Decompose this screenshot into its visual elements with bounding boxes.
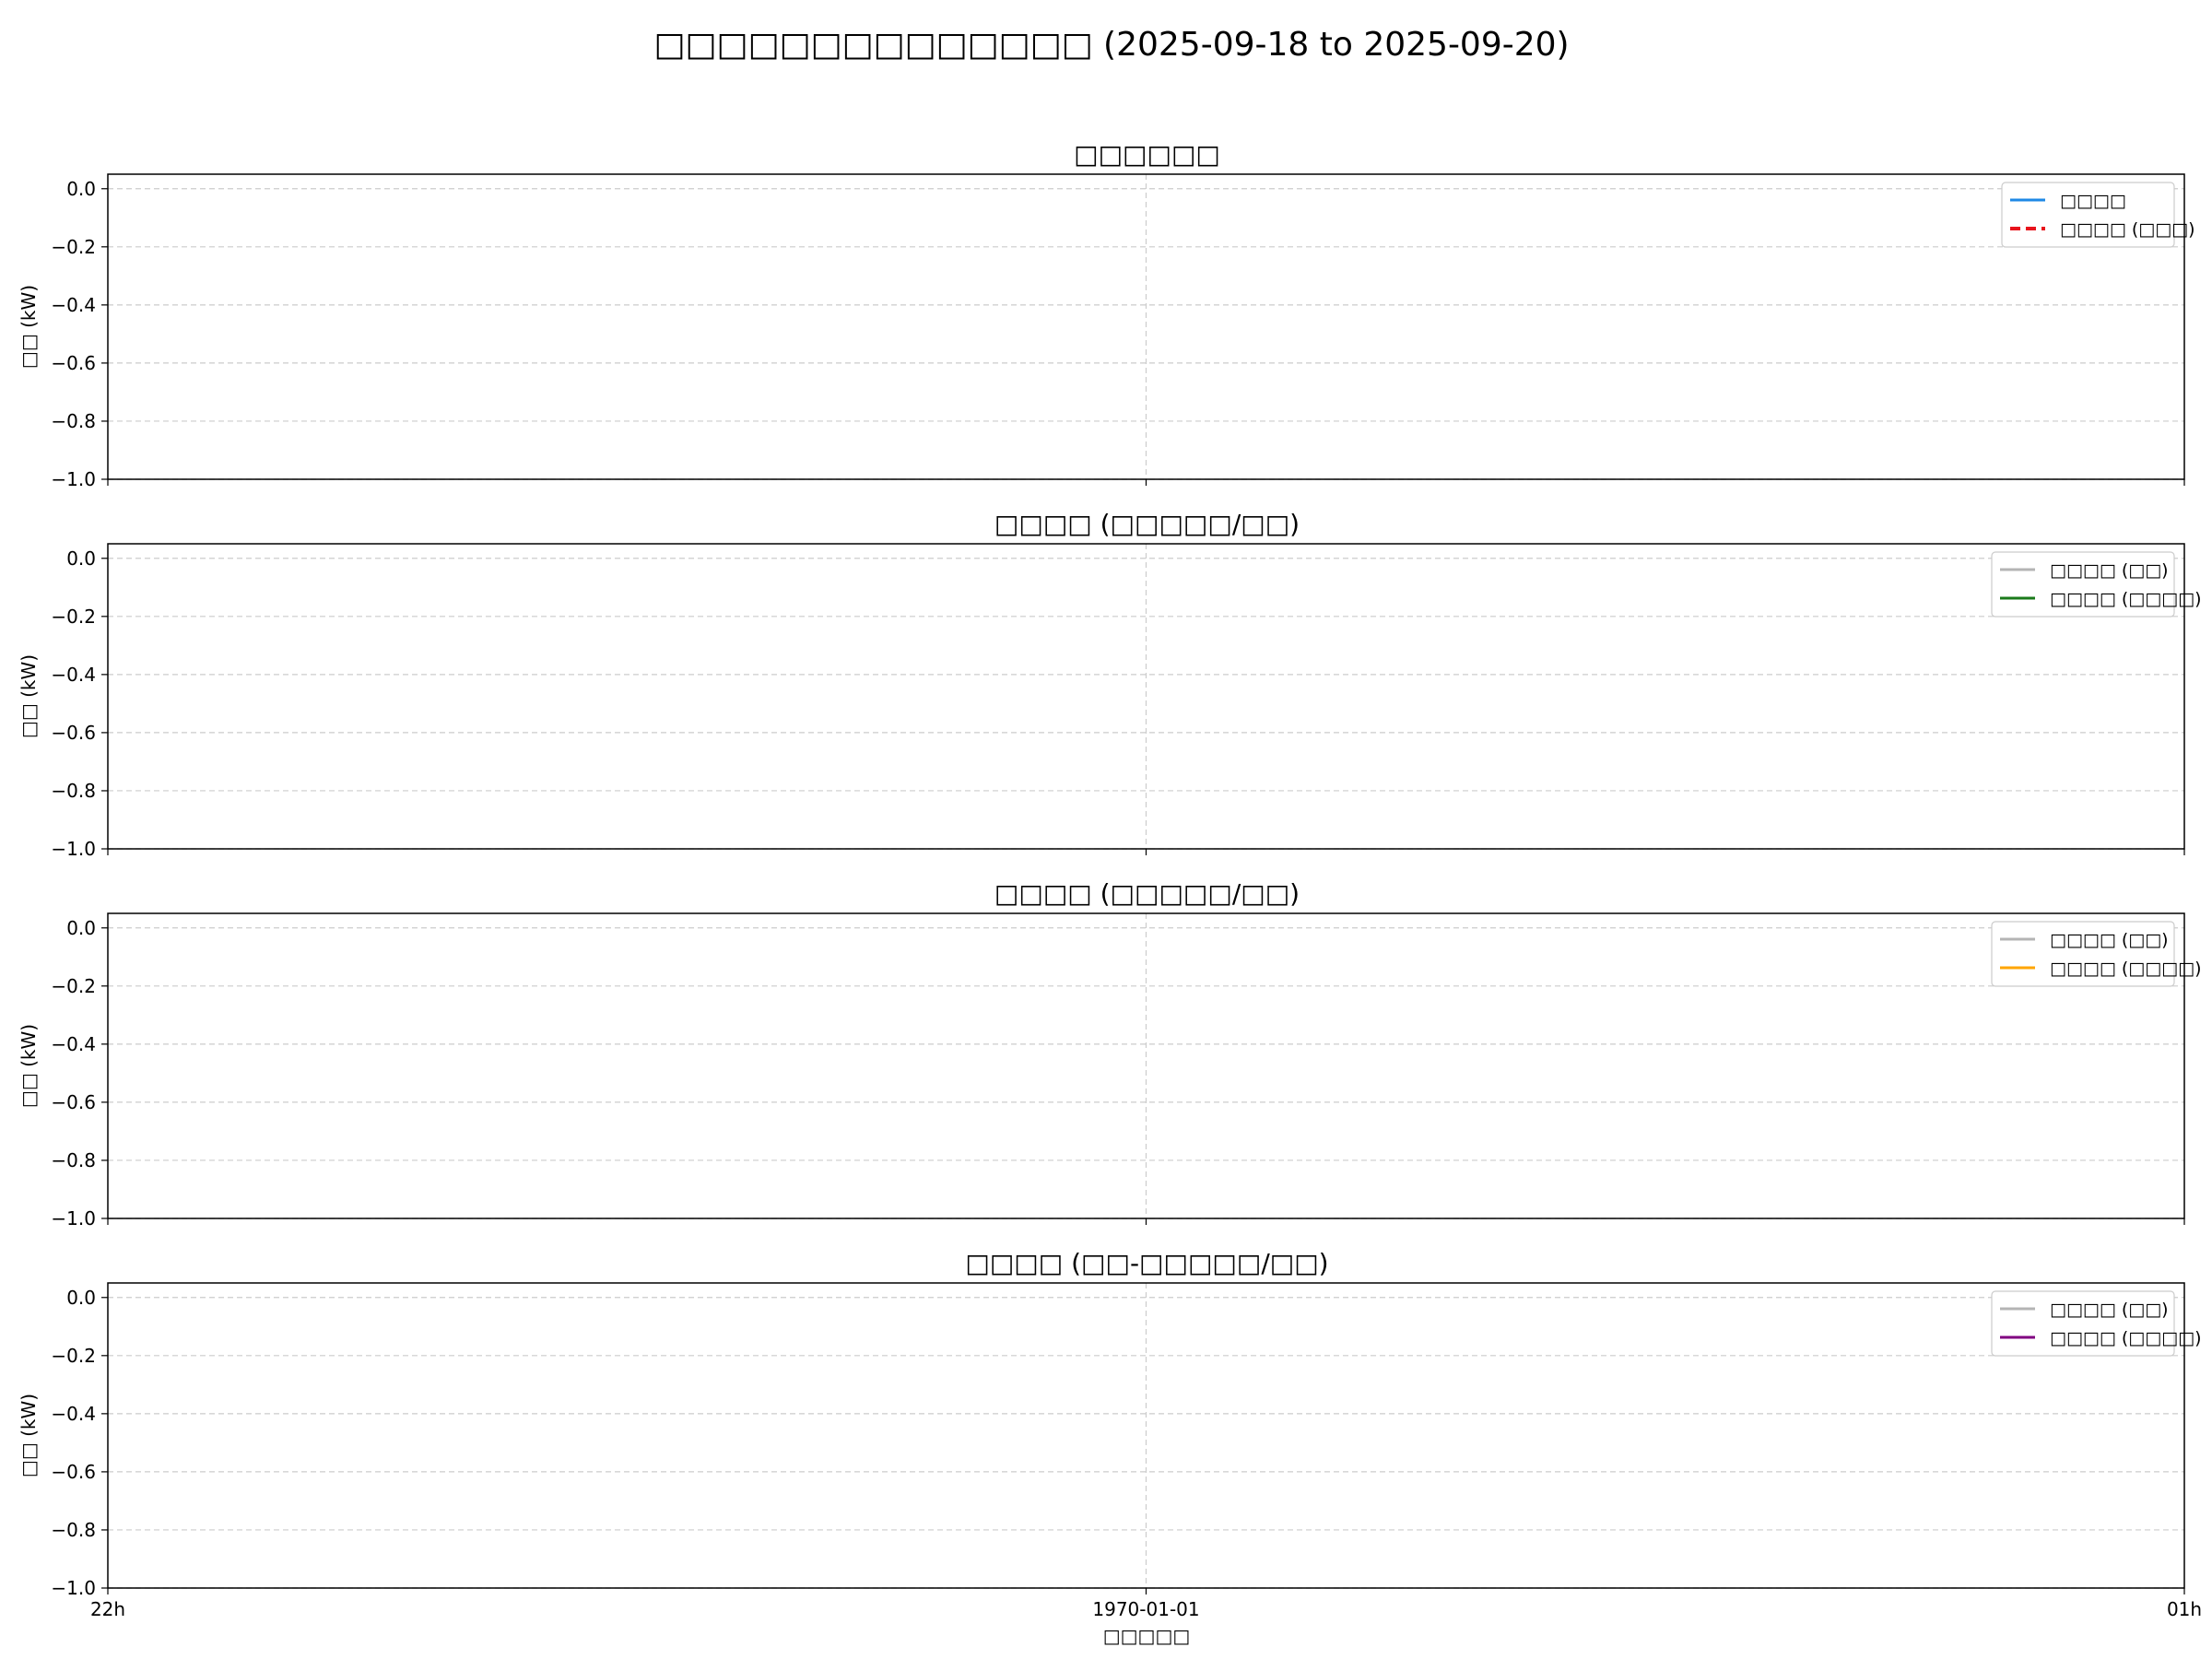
plot-frame	[107, 1282, 2185, 1589]
figure-title: □□□□□□□□□□□□□□ (2025-09-18 to 2025-09-20…	[653, 26, 1569, 64]
legend-label: □□□□ (□□)	[2050, 1300, 2169, 1320]
legend-label: □□□□ (□□□□)	[2050, 959, 2201, 979]
y-tick-label: −0.8	[51, 1519, 96, 1541]
legend-label: □□□□ (□□□□)	[2050, 589, 2201, 609]
legend: □□□□ (□□) □□□□ (□□□□)	[1991, 921, 2201, 987]
legend: □□□□ (□□) □□□□ (□□□□)	[1991, 551, 2201, 618]
legend-box	[1991, 921, 2175, 987]
legend-label: □□□□ (□□)	[2050, 560, 2169, 581]
y-tick-label: −0.4	[51, 294, 96, 316]
y-tick-label: −0.6	[51, 352, 96, 374]
legend-box	[1991, 1290, 2175, 1357]
subplot-title: □□□□□□	[1074, 139, 1220, 170]
legend-label: □□□□ (□□)	[2050, 930, 2169, 950]
y-tick-label: 0.0	[66, 178, 96, 200]
subplot-title: □□□□ (□□-□□□□□/□□)	[965, 1248, 1328, 1278]
legend-label: □□□□ (□□□)	[2060, 219, 2195, 240]
subplots: 0.0 −0.2 −0.4 −0.6 −0.8 −1.0 □□□□□□ □□ (kW) □□□□…	[18, 139, 2202, 1620]
y-tick-label: −0.4	[51, 1033, 96, 1055]
x-tick-label: 1970-01-01	[1092, 1598, 1199, 1620]
subplot-4: 0.0 −0.2 −0.4 −0.6 −0.8 −1.0 □□□□ (□□-□□□□□/□□…	[18, 1248, 2202, 1620]
y-tick-label: −0.8	[51, 410, 96, 432]
y-tick-label: −0.4	[51, 664, 96, 686]
y-tick-label: −0.2	[51, 606, 96, 628]
y-tick-label: 0.0	[66, 917, 96, 939]
y-tick-label: 0.0	[66, 1287, 96, 1309]
plot-frame	[107, 173, 2185, 480]
y-tick-label: −0.8	[51, 1149, 96, 1171]
y-tick-label: −0.6	[51, 1091, 96, 1113]
legend-label: □□□□	[2060, 191, 2126, 211]
legend-label: □□□□ (□□□□)	[2050, 1328, 2201, 1348]
y-tick-label: −1.0	[51, 1577, 96, 1599]
y-axis-label: □□ (kW)	[18, 1394, 40, 1477]
legend: □□□□ (□□) □□□□ (□□□□)	[1991, 1290, 2201, 1357]
y-tick-label: −1.0	[51, 1207, 96, 1230]
y-tick-label: 0.0	[66, 547, 96, 570]
y-tick-label: −0.2	[51, 1345, 96, 1367]
subplot-3: 0.0 −0.2 −0.4 −0.6 −0.8 −1.0 □□□□ (□□□□□/□□) □□…	[18, 878, 2201, 1230]
plot-frame	[107, 543, 2185, 850]
y-tick-label: −1.0	[51, 468, 96, 490]
x-tick-label: 22h	[90, 1598, 125, 1620]
y-tick-label: −1.0	[51, 838, 96, 860]
y-tick-label: −0.2	[51, 236, 96, 258]
y-tick-label: −0.6	[51, 722, 96, 744]
y-tick-label: −0.8	[51, 780, 96, 802]
subplot-title: □□□□ (□□□□□/□□)	[994, 509, 1300, 539]
subplot-1: 0.0 −0.2 −0.4 −0.6 −0.8 −1.0 □□□□□□ □□ (kW) □□□□…	[18, 139, 2195, 490]
y-axis-label: □□ (kW)	[18, 1024, 40, 1108]
y-axis-label: □□ (kW)	[18, 285, 40, 369]
plot-frame	[107, 912, 2185, 1219]
x-tick-label: 01h	[2167, 1598, 2202, 1620]
y-tick-label: −0.2	[51, 975, 96, 997]
legend: □□□□ □□□□ (□□□)	[2001, 182, 2195, 248]
subplot-title: □□□□ (□□□□□/□□)	[994, 878, 1300, 909]
legend-box	[1991, 551, 2175, 618]
y-tick-label: −0.6	[51, 1461, 96, 1483]
x-axis-label: □□□□□	[1103, 1625, 1190, 1647]
y-tick-label: −0.4	[51, 1403, 96, 1425]
subplot-2: 0.0 −0.2 −0.4 −0.6 −0.8 −1.0 □□□□ (□□□□□/□□) □□…	[18, 509, 2201, 860]
y-axis-label: □□ (kW)	[18, 654, 40, 738]
